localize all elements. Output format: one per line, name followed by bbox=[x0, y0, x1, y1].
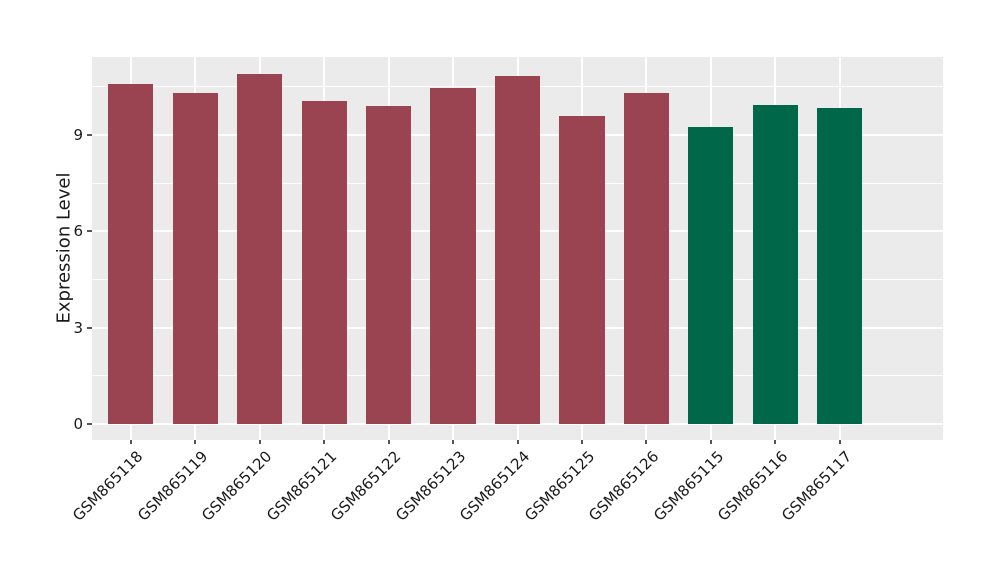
bar-GSM865123 bbox=[430, 88, 476, 424]
bar-GSM865122 bbox=[365, 106, 412, 424]
x-tick-mark bbox=[838, 440, 841, 444]
bar-GSM865124 bbox=[494, 75, 541, 424]
x-tick-mark bbox=[580, 440, 583, 444]
bar-GSM865126 bbox=[623, 93, 669, 424]
y-tick-label: 0 bbox=[73, 414, 83, 433]
bar-GSM865119 bbox=[172, 93, 218, 424]
y-tick-label: 9 bbox=[73, 126, 83, 144]
bar-GSM865125 bbox=[559, 115, 605, 424]
y-tick-mark bbox=[87, 326, 92, 329]
y-tick-label: 6 bbox=[73, 222, 83, 241]
y-tick-mark bbox=[87, 422, 92, 425]
x-tick-mark bbox=[645, 440, 648, 444]
plot-panel bbox=[92, 57, 943, 440]
bar-GSM865121 bbox=[301, 101, 347, 424]
bar-GSM865115 bbox=[688, 126, 734, 424]
y-tick-mark bbox=[87, 134, 92, 136]
x-tick-mark bbox=[129, 440, 132, 444]
x-tick-mark bbox=[258, 440, 261, 444]
x-tick-mark bbox=[323, 440, 326, 444]
x-tick-mark bbox=[516, 440, 519, 444]
y-tick-label: 3 bbox=[73, 318, 83, 337]
x-tick-mark bbox=[194, 440, 197, 444]
bar-GSM865117 bbox=[817, 107, 863, 424]
x-tick-mark bbox=[709, 440, 712, 444]
y-axis-title: Expression Level bbox=[53, 172, 75, 324]
bar-GSM865120 bbox=[237, 74, 283, 424]
x-tick-mark bbox=[452, 440, 455, 444]
y-tick-mark bbox=[87, 230, 92, 233]
bar-GSM865118 bbox=[108, 83, 154, 424]
x-tick-mark bbox=[774, 440, 777, 444]
x-tick-mark bbox=[387, 440, 390, 444]
bar-GSM865116 bbox=[752, 104, 798, 424]
